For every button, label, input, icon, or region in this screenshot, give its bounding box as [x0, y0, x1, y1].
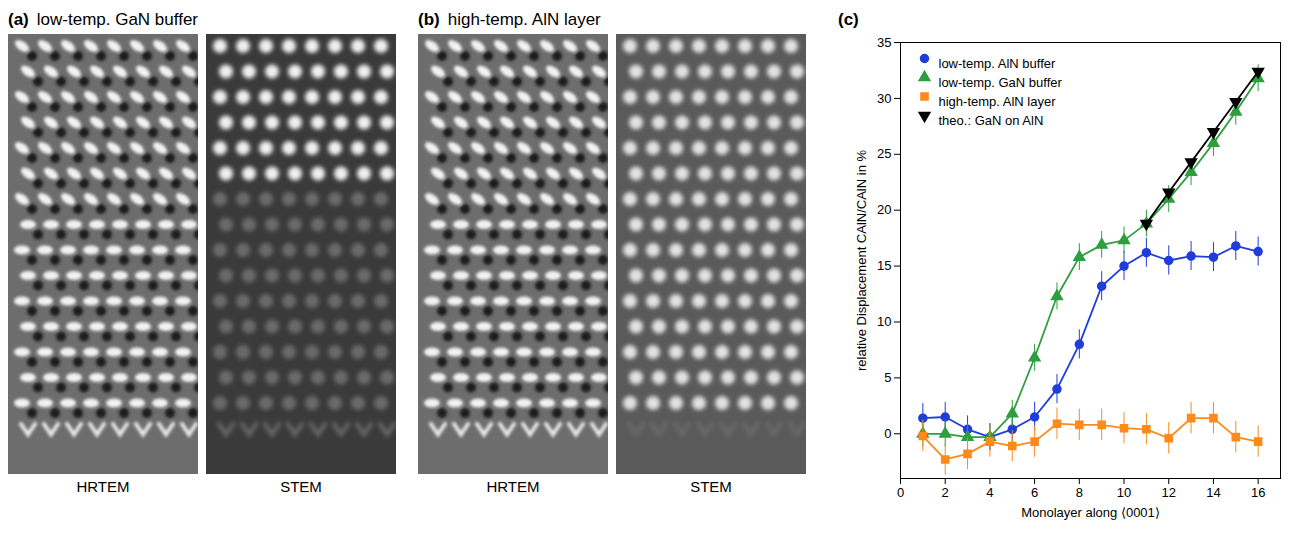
html-text:(b): (b): [418, 10, 440, 29]
html-text:HRTEM: HRTEM: [76, 478, 130, 495]
html-text:STEM: STEM: [690, 478, 732, 495]
svg-text:2: 2: [942, 485, 949, 500]
html-text:HRTEM: HRTEM: [486, 478, 540, 495]
html-text:(a): (a): [8, 10, 29, 29]
html-text:high-temp. AlN layer: high-temp. AlN layer: [447, 10, 601, 29]
svg-text:12: 12: [1162, 485, 1176, 500]
svg-text:low-temp. GaN buffer: low-temp. GaN buffer: [939, 75, 1063, 90]
svg-text:25: 25: [877, 146, 891, 161]
svg-text:theo.: GaN on AlN: theo.: GaN on AlN: [939, 113, 1044, 128]
html-text:STEM: STEM: [280, 478, 322, 495]
svg-text:5: 5: [884, 370, 891, 385]
html-text:(c): (c): [838, 10, 859, 29]
svg-text:16: 16: [1251, 485, 1265, 500]
svg-text:8: 8: [1076, 485, 1083, 500]
svg-text:0: 0: [884, 426, 891, 441]
svg-text:35: 35: [877, 35, 891, 50]
svg-text:high-temp. AlN layer: high-temp. AlN layer: [939, 94, 1057, 109]
svg-text:low-temp. AlN buffer: low-temp. AlN buffer: [939, 56, 1056, 71]
svg-text:20: 20: [877, 202, 891, 217]
svg-text:6: 6: [1031, 485, 1038, 500]
svg-text:Monolayer along ⟨0001⟩: Monolayer along ⟨0001⟩: [1021, 505, 1160, 520]
svg-text:15: 15: [877, 258, 891, 273]
svg-text:14: 14: [1206, 485, 1220, 500]
html-text:low-temp. GaN buffer: low-temp. GaN buffer: [36, 10, 198, 29]
svg-text:10: 10: [877, 314, 891, 329]
svg-text:4: 4: [986, 485, 993, 500]
svg-text:relative Displacement CAlN/CAl: relative Displacement CAlN/CAlN in %: [854, 150, 869, 372]
svg-text:10: 10: [1117, 485, 1131, 500]
svg-text:0: 0: [897, 485, 904, 500]
svg-text:30: 30: [877, 91, 891, 106]
